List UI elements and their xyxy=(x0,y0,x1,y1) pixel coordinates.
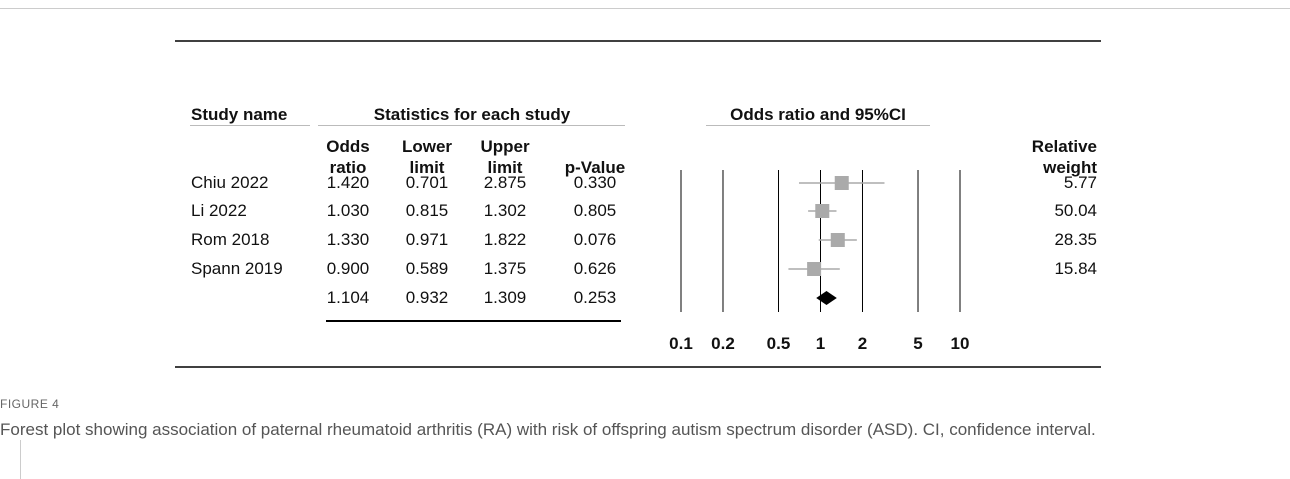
column-header: p-Value xyxy=(564,158,626,177)
column-header: Upper limit xyxy=(480,137,530,177)
x-tick-label: 0.2 xyxy=(711,334,735,353)
study-header: Study name xyxy=(191,105,288,124)
x-tick-label: 5 xyxy=(913,334,922,353)
table-value: 1.822 xyxy=(483,230,527,249)
table-value: 1.420 xyxy=(326,173,370,192)
table-value: 1.104 xyxy=(326,288,370,307)
summary-diamond xyxy=(816,291,837,305)
table-value: 0.701 xyxy=(405,173,449,192)
table-value: 0.589 xyxy=(405,259,449,278)
caption-label: FIGURE 4 xyxy=(0,397,60,411)
point-estimate xyxy=(830,233,845,247)
column-header: Odds ratio xyxy=(326,137,370,177)
weight-value: 15.84 xyxy=(1054,259,1097,278)
point-estimate xyxy=(815,204,830,218)
table-value: 0.815 xyxy=(405,201,449,220)
table-value: 0.330 xyxy=(573,173,617,192)
statistics-header: Statistics for each study xyxy=(373,105,571,124)
table-value: 0.971 xyxy=(405,230,449,249)
x-tick-label: 10 xyxy=(951,334,970,353)
weight-value: 28.35 xyxy=(1054,230,1097,249)
table-value: 1.330 xyxy=(326,230,370,249)
table-value: 0.900 xyxy=(326,259,370,278)
table-value: 1.375 xyxy=(483,259,527,278)
study-name: Rom 2018 xyxy=(191,230,270,249)
table-value: 2.875 xyxy=(483,173,527,192)
weight-header: Relative weight xyxy=(1031,137,1097,177)
x-tick-label: 0.5 xyxy=(767,334,791,353)
column-header: Lower limit xyxy=(401,137,453,177)
study-name: Li 2022 xyxy=(191,201,247,220)
point-estimate xyxy=(834,176,849,190)
table-value: 0.805 xyxy=(573,201,617,220)
table-value: 0.932 xyxy=(405,288,449,307)
table-value: 0.253 xyxy=(573,288,617,307)
x-tick-label: 0.1 xyxy=(669,334,693,353)
table-value: 0.076 xyxy=(573,230,617,249)
table-value: 1.302 xyxy=(483,201,527,220)
point-estimate xyxy=(807,262,822,276)
plot-header: Odds ratio and 95%CI xyxy=(730,105,906,124)
table-value: 1.309 xyxy=(483,288,527,307)
weight-value: 5.77 xyxy=(1063,173,1097,192)
table-value: 0.626 xyxy=(573,259,617,278)
x-tick-label: 2 xyxy=(858,334,867,353)
study-name: Spann 2019 xyxy=(191,259,283,278)
table-value: 1.030 xyxy=(326,201,370,220)
study-name: Chiu 2022 xyxy=(191,173,269,192)
weight-value: 50.04 xyxy=(1054,201,1097,220)
caption-text: Forest plot showing association of pater… xyxy=(0,420,1096,439)
x-tick-label: 1 xyxy=(816,334,825,353)
